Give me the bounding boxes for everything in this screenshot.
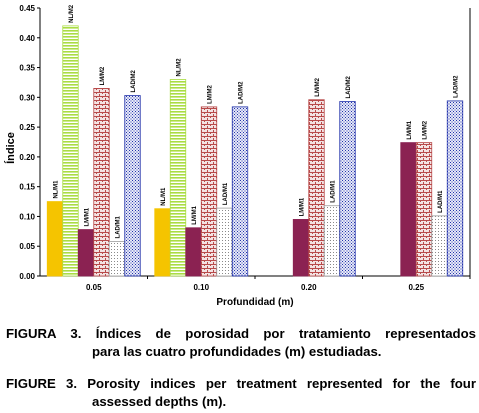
bar-label: LAD/M2 <box>131 70 137 93</box>
y-axis-label: Índice <box>4 132 17 164</box>
bar-label: LM/M2 <box>423 120 429 139</box>
caption-spanish-line2: para las cuatro profundidades (m) estudi… <box>92 344 382 359</box>
bar-lad-m2-0.25 <box>446 100 464 277</box>
bar-label: LM/M1 <box>300 197 306 216</box>
bar-chart: 0.00 0.05 0.10 0.15 0.20 0.25 0.30 0.35 0.40 0.45… <box>4 4 471 308</box>
bar-lm-m1-0.05 <box>77 229 95 277</box>
x-tick-label: 0.05 <box>86 283 102 292</box>
y-tick-label: 0.15 <box>19 183 35 192</box>
bar-lad-m1-0.20 <box>323 205 341 277</box>
x-ticks: 0.05 0.10 0.20 0.25 <box>86 276 471 292</box>
bar-lm-m1-0.10 <box>185 227 202 277</box>
bar-lm-m2-0.10 <box>200 106 218 277</box>
bar-label: NL/M1 <box>161 187 167 206</box>
bar-label: LM/M1 <box>192 205 198 224</box>
bar-lad-m2-0.20 <box>339 101 356 277</box>
caption-english-line1: FIGURE 3. Porosity indices per treatment… <box>6 376 476 391</box>
bar-nl-m2-0.10 <box>169 79 187 277</box>
bar-label: NL/M1 <box>54 180 60 199</box>
caption-english: FIGURE 3. Porosity indices per treatment… <box>6 375 476 411</box>
bar-lm-m2-0.25 <box>415 142 433 277</box>
bar-lm-m2-0.20 <box>308 99 325 277</box>
caption-english-line2: assessed depths (m). <box>92 394 227 409</box>
bar-lm-m1-0.25 <box>400 142 417 277</box>
bars <box>46 25 464 277</box>
bar-lm-m1-0.20 <box>292 219 310 277</box>
bar-label: LAD/M1 <box>438 190 444 213</box>
bar-labels: NL/M1 NL/M2 LM/M1 LM/M2 LAD/M1 LAD/M2 NL/M1 NL/… <box>54 4 460 238</box>
bar-label: LM/M2 <box>100 66 106 85</box>
y-ticks: 0.00 0.05 0.10 0.15 0.20 0.25 0.30 0.35 0.40 0.45 <box>19 4 40 281</box>
bar-nl-m1-0.05 <box>46 201 64 277</box>
x-tick-label: 0.25 <box>408 283 424 292</box>
bar-label: LM/M1 <box>85 207 91 226</box>
bar-lad-m1-0.05 <box>108 241 126 277</box>
bar-lad-m2-0.05 <box>124 95 141 277</box>
bar-label: LAD/M2 <box>239 81 245 104</box>
y-tick-label: 0.45 <box>19 4 35 13</box>
bar-label: LAD/M2 <box>346 76 352 99</box>
bar-label: LM/M1 <box>407 120 413 139</box>
y-tick-label: 0.40 <box>19 34 35 43</box>
bar-nl-m1-0.10 <box>154 208 171 277</box>
y-tick-label: 0.30 <box>19 93 35 102</box>
bar-label: LAD/M1 <box>331 180 337 203</box>
bar-label: LM/M2 <box>315 77 321 96</box>
x-tick-label: 0.20 <box>301 283 317 292</box>
caption-spanish-line1: FIGURA 3. Índices de porosidad por trata… <box>6 326 476 341</box>
bar-label: NL/M2 <box>177 58 183 77</box>
y-tick-label: 0.05 <box>19 242 35 251</box>
y-tick-label: 0.25 <box>19 123 35 132</box>
bar-label: LAD/M1 <box>116 215 122 238</box>
x-tick-label: 0.10 <box>193 283 209 292</box>
bar-label: LAD/M1 <box>223 182 229 205</box>
y-tick-label: 0.20 <box>19 153 35 162</box>
bar-lm-m2-0.05 <box>93 88 110 277</box>
bar-nl-m2-0.05 <box>62 25 79 277</box>
bar-label: NL/M2 <box>69 4 75 23</box>
bar-label: LM/M2 <box>208 85 214 104</box>
bar-lad-m1-0.25 <box>431 215 448 277</box>
bar-label: LAD/M2 <box>454 75 460 98</box>
y-tick-label: 0.10 <box>19 212 35 221</box>
bar-lad-m1-0.10 <box>216 207 233 277</box>
bar-lad-m2-0.10 <box>231 106 249 277</box>
x-axis-label: Profundidad (m) <box>216 297 293 308</box>
y-tick-label: 0.35 <box>19 64 35 73</box>
y-tick-label: 0.00 <box>19 272 35 281</box>
caption-spanish: FIGURA 3. Índices de porosidad por trata… <box>6 325 476 361</box>
